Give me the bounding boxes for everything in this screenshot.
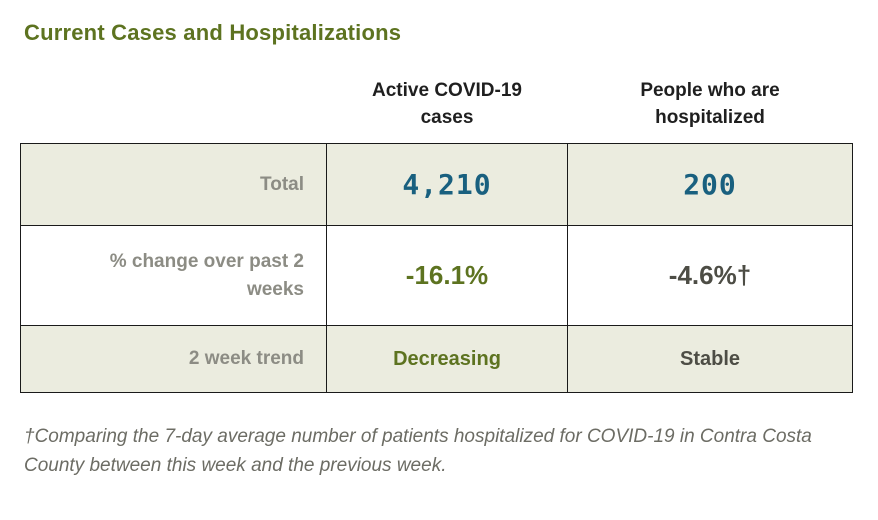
row-label-two-week-trend: 2 week trend	[20, 325, 327, 394]
cell-trend-active-cases: Decreasing	[326, 325, 568, 394]
cell-percent-change-active-cases: -16.1%	[326, 225, 568, 327]
cell-trend-hospitalized: Stable	[567, 325, 853, 394]
table-row-total: Total 4,210 200	[20, 143, 853, 227]
table-corner-cell	[21, 78, 327, 144]
cell-total-active-cases: 4,210	[326, 143, 568, 227]
cell-total-hospitalized: 200	[567, 143, 853, 227]
row-label-percent-change: % change over past 2 weeks	[20, 225, 327, 327]
row-label-total: Total	[20, 143, 327, 227]
page-title: Current Cases and Hospitalizations	[24, 20, 402, 45]
column-header-hospitalized: People who are hospitalized	[640, 80, 780, 128]
footnote: †Comparing the 7-day average number of p…	[24, 426, 812, 476]
table-row-percent-change: % change over past 2 weeks -16.1% -4.6%†	[20, 225, 853, 327]
cell-percent-change-hospitalized: -4.6%†	[567, 225, 853, 327]
table-header-row: Active COVID-19 cases People who are hos…	[21, 78, 853, 144]
covid-dashboard-section: Current Cases and Hospitalizations Activ…	[20, 20, 853, 476]
column-header-active-cases: Active COVID-19 cases	[372, 80, 522, 128]
stats-table: Active COVID-19 cases People who are hos…	[20, 78, 853, 394]
table-row-two-week-trend: 2 week trend Decreasing Stable	[20, 325, 853, 394]
